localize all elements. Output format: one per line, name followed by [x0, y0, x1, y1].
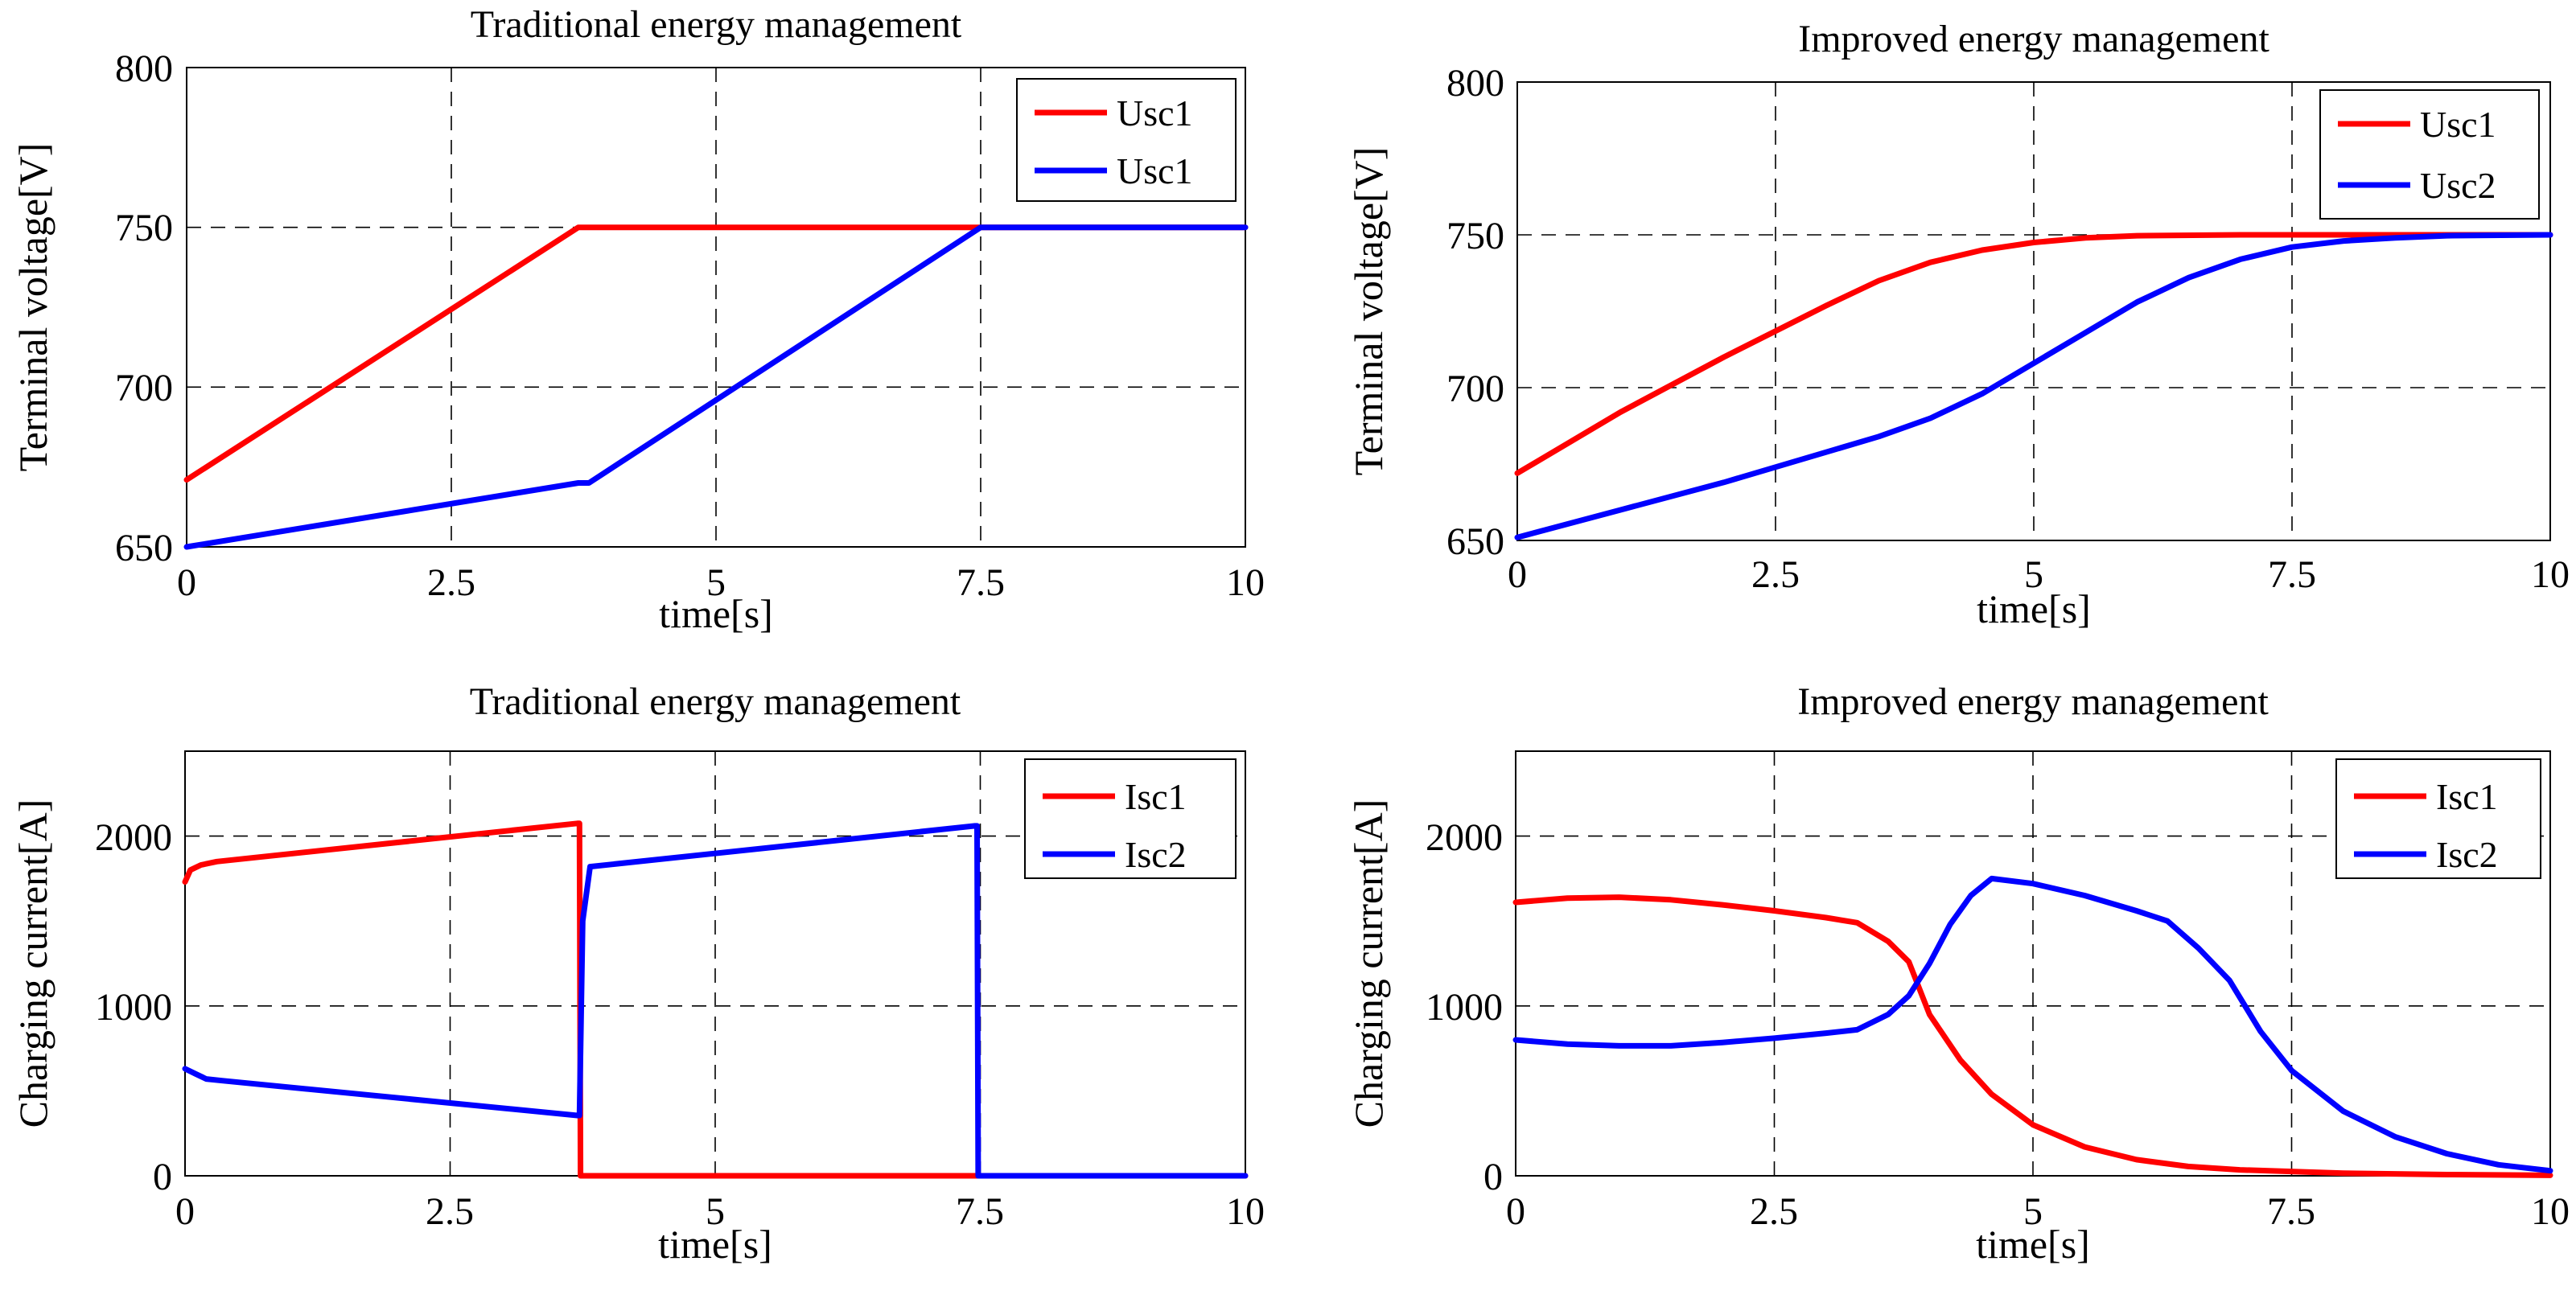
series-line-isc2-1 — [1512, 875, 2553, 1174]
legend-box — [1024, 758, 1237, 879]
chart-panel-current-improved: Improved energy management 0 2.5 5 7.5 1… — [1346, 680, 2570, 1267]
x-tick-label: 0 — [177, 561, 196, 604]
x-tick-label: 0 — [1508, 553, 1527, 596]
x-tick-label: 7.5 — [957, 561, 1005, 604]
y-axis-label: Charging current[A] — [10, 799, 56, 1128]
legend-label: Usc2 — [2420, 165, 2496, 206]
x-tick-label: 10 — [2531, 1190, 2570, 1233]
x-tick-label: 0 — [1506, 1190, 1525, 1233]
x-tick-label: 5 — [706, 1190, 725, 1233]
x-tick-label: 2.5 — [1750, 1190, 1798, 1233]
x-tick-label: 7.5 — [956, 1190, 1004, 1233]
x-tick-label: 7.5 — [2267, 1190, 2315, 1233]
x-tick-label: 10 — [1226, 1190, 1265, 1233]
legend-label: Isc1 — [1125, 776, 1187, 817]
chart-panel-voltage-improved: Improved energy management 0 2.5 5 7.5 1… — [1346, 18, 2570, 631]
series-lines — [1512, 875, 2553, 1178]
grid-lines — [185, 751, 1245, 1176]
y-tick-label: 800 — [1446, 62, 1504, 105]
y-axis-label: Charging current[A] — [1346, 799, 1391, 1128]
y-tick-label: 0 — [153, 1156, 172, 1198]
x-tick-label: 5 — [706, 561, 726, 604]
y-tick-label: 1000 — [95, 986, 172, 1029]
series-lines — [183, 224, 1249, 550]
x-tick-label: 10 — [1226, 561, 1265, 604]
series-line-usc1-0 — [1514, 232, 2553, 476]
x-axis-label: time[s] — [658, 1222, 772, 1267]
y-tick-label: 2000 — [1426, 816, 1503, 859]
y-tick-label: 700 — [1446, 368, 1504, 410]
series-lines — [182, 820, 1249, 1179]
grid-lines — [1517, 82, 2550, 540]
x-tick-label: 7.5 — [2268, 553, 2316, 596]
y-tick-label: 650 — [115, 527, 173, 569]
chart-title: Improved energy management — [1797, 680, 2269, 723]
legend-label: Usc1 — [1117, 92, 1193, 134]
legend-box — [2319, 89, 2540, 220]
x-tick-label: 2.5 — [426, 1190, 474, 1233]
legend-label: Isc2 — [2436, 834, 2498, 875]
legend-box — [2335, 758, 2541, 879]
series-lines — [1514, 232, 2553, 540]
y-tick-label: 800 — [115, 47, 173, 90]
chart-title: Traditional energy management — [471, 3, 962, 46]
y-tick-label: 0 — [1483, 1156, 1503, 1198]
legend: Isc1 Isc2 — [2335, 758, 2541, 879]
series-line-isc2-1 — [182, 823, 1249, 1179]
x-axis-label: time[s] — [1977, 586, 2091, 631]
y-tick-label: 2000 — [95, 816, 172, 859]
legend-label: Usc1 — [1117, 150, 1193, 191]
grid-lines — [1516, 751, 2550, 1176]
chart-title: Traditional energy management — [470, 680, 961, 723]
x-tick-label: 5 — [2024, 553, 2043, 596]
chart-panel-voltage-traditional: Traditional energy management 0 2.5 5 7.… — [10, 3, 1265, 636]
y-tick-label: 650 — [1446, 520, 1504, 563]
legend: Usc1 Usc1 — [1016, 78, 1237, 202]
y-axis-label: Terminal voltage[V] — [10, 143, 56, 472]
x-tick-label: 2.5 — [427, 561, 475, 604]
legend-label: Isc2 — [1125, 834, 1187, 875]
series-line-isc1-0 — [1512, 894, 2553, 1178]
x-tick-label: 0 — [175, 1190, 195, 1233]
legend-label: Isc1 — [2436, 776, 2498, 817]
y-tick-label: 700 — [115, 367, 173, 409]
chart-title: Improved energy management — [1798, 18, 2269, 60]
chart-panel-current-traditional: Traditional energy management 0 2.5 5 7.… — [10, 680, 1265, 1267]
y-axis-label: Terminal voltage[V] — [1346, 147, 1391, 476]
y-tick-label: 1000 — [1426, 986, 1503, 1029]
x-axis-label: time[s] — [659, 591, 773, 636]
x-axis-label: time[s] — [1976, 1222, 2090, 1267]
legend-label: Usc1 — [2420, 104, 2496, 145]
series-line-usc2-1 — [1514, 232, 2553, 540]
legend: Isc1 Isc2 — [1024, 758, 1237, 879]
x-tick-label: 5 — [2023, 1190, 2043, 1233]
y-tick-label: 750 — [115, 207, 173, 249]
legend-box — [1016, 78, 1237, 202]
legend: Usc1 Usc2 — [2319, 89, 2540, 220]
series-line-usc1-1 — [183, 224, 1249, 550]
y-tick-label: 750 — [1446, 215, 1504, 257]
x-tick-label: 10 — [2531, 553, 2570, 596]
x-tick-label: 2.5 — [1751, 553, 1800, 596]
